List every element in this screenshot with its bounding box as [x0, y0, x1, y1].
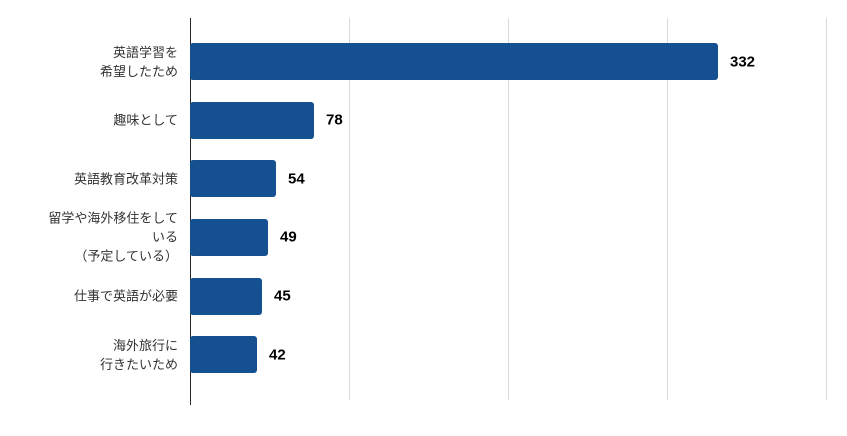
gridline [667, 18, 668, 400]
category-label: 英語教育改革対策 [73, 171, 178, 187]
value-label: 42 [269, 346, 286, 364]
value-label: 45 [274, 287, 291, 305]
gridline [349, 18, 350, 400]
plot-area: 332 78 54 49 45 42 [190, 18, 827, 405]
category-label: 留学や海外移住をして いる （予定している） [48, 210, 178, 264]
category-axis: 英語学習を 希望したため趣味として英語教育改革対策留学や海外移住をして いる （… [0, 0, 178, 436]
bar [190, 336, 257, 373]
value-label: 78 [326, 111, 343, 129]
category-label: 海外旅行に 行きたいため [99, 338, 178, 372]
value-label: 54 [288, 170, 305, 188]
category-label: 英語学習を 希望したため [99, 45, 178, 79]
value-label: 332 [730, 53, 756, 71]
y-axis-line [190, 18, 191, 405]
gridline [508, 18, 509, 400]
category-label: 仕事で英語が必要 [73, 288, 178, 304]
gridline [826, 18, 827, 400]
bar [190, 102, 314, 139]
bar [190, 160, 276, 197]
category-label: 趣味として [113, 112, 178, 128]
bar [190, 43, 718, 80]
bar [190, 278, 262, 315]
bar [190, 219, 268, 256]
value-label: 49 [280, 228, 297, 246]
